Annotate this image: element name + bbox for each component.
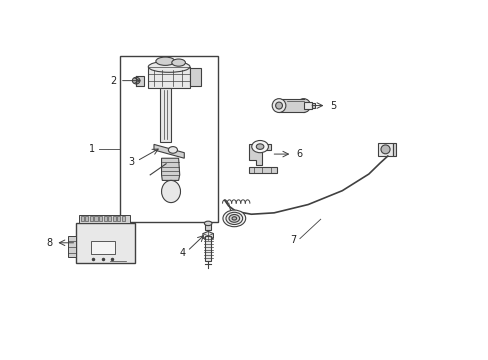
Polygon shape xyxy=(161,158,180,180)
Ellipse shape xyxy=(272,99,285,112)
Polygon shape xyxy=(392,143,395,156)
Polygon shape xyxy=(248,167,277,173)
Text: 5: 5 xyxy=(329,100,336,111)
Ellipse shape xyxy=(232,217,236,220)
Ellipse shape xyxy=(228,215,239,222)
Bar xyxy=(279,99,303,112)
Bar xyxy=(205,223,211,230)
Ellipse shape xyxy=(380,145,389,154)
Ellipse shape xyxy=(204,221,211,226)
Bar xyxy=(189,68,201,86)
Bar xyxy=(85,216,88,221)
Ellipse shape xyxy=(148,61,189,72)
Bar xyxy=(205,236,211,261)
Ellipse shape xyxy=(156,57,175,66)
Bar xyxy=(76,222,135,263)
Ellipse shape xyxy=(223,210,245,227)
Text: 6: 6 xyxy=(296,149,302,159)
Bar xyxy=(99,216,102,221)
Ellipse shape xyxy=(296,99,310,112)
Ellipse shape xyxy=(132,77,140,84)
Text: 2: 2 xyxy=(110,76,116,86)
Bar xyxy=(160,87,170,141)
Ellipse shape xyxy=(171,59,185,66)
Ellipse shape xyxy=(168,147,177,153)
Ellipse shape xyxy=(161,180,180,203)
Bar xyxy=(148,67,189,87)
Text: 4: 4 xyxy=(179,248,185,258)
Ellipse shape xyxy=(225,212,242,225)
Bar xyxy=(103,216,106,221)
Ellipse shape xyxy=(275,102,282,109)
Bar xyxy=(90,241,115,255)
Ellipse shape xyxy=(256,144,264,149)
Text: 7: 7 xyxy=(289,235,296,245)
Bar xyxy=(112,216,116,221)
Bar xyxy=(120,56,218,222)
Bar xyxy=(94,216,97,221)
Bar xyxy=(122,216,124,221)
Bar xyxy=(117,216,120,221)
Text: 3: 3 xyxy=(128,157,134,167)
Polygon shape xyxy=(203,231,213,240)
Bar xyxy=(378,143,392,156)
Polygon shape xyxy=(248,144,271,165)
Bar xyxy=(311,103,314,108)
Ellipse shape xyxy=(251,140,268,153)
Bar xyxy=(79,215,130,222)
Bar xyxy=(136,76,144,86)
Bar xyxy=(303,102,311,109)
Text: 1: 1 xyxy=(89,144,95,153)
Bar xyxy=(68,237,76,257)
Bar xyxy=(90,216,93,221)
Bar xyxy=(108,216,111,221)
Bar xyxy=(81,216,84,221)
Text: 8: 8 xyxy=(46,238,52,248)
Polygon shape xyxy=(154,144,184,158)
